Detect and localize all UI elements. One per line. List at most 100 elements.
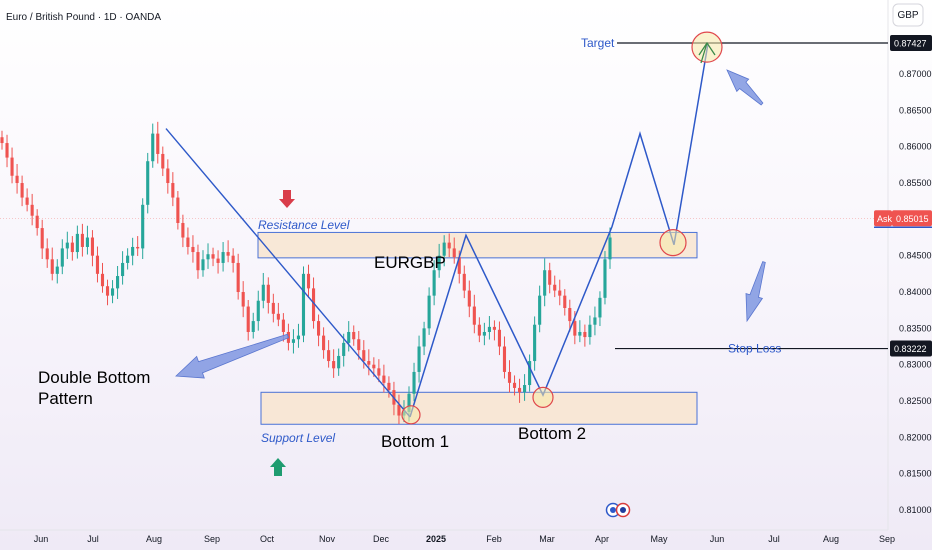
candle-body [95,255,100,274]
price-tick-label: 0.87000 [899,69,932,79]
candle-body [85,237,89,247]
candle-body [528,361,532,386]
time-tick-label: Dec [373,534,390,544]
time-tick-label: Jun [710,534,725,544]
price-tick-label: 0.83000 [899,360,932,370]
candle [55,259,59,284]
candle [528,354,532,392]
candle [141,198,145,260]
candle-body [382,375,386,383]
ask-label-bg [874,210,892,227]
time-tick-label: Jul [87,534,99,544]
candle-body [502,346,507,372]
candle [246,300,250,341]
price-tick-label: 0.84000 [899,287,932,297]
time-tick-label: Sep [879,534,895,544]
candle-body [311,288,316,322]
candle [85,225,89,255]
resistance-level-label: Resistance Level [258,218,350,232]
candle-body [462,273,466,291]
candle-body [80,233,84,247]
price-tick-label: 0.86000 [899,142,932,152]
candle-body [578,331,582,336]
candle-body [236,262,240,293]
candle [437,243,441,278]
time-tick-label: Sep [204,534,220,544]
candle [75,225,79,259]
candle-body [593,317,597,325]
candle-body [372,364,376,369]
time-tick-label: Oct [260,534,275,544]
candle-body [121,262,125,277]
candle-body [256,300,260,322]
candle-body [291,339,295,343]
candle-body [467,290,471,307]
candle [95,246,100,283]
candle [25,188,29,212]
candle [231,248,235,273]
price-tick-label: 0.81500 [899,469,932,479]
candle [196,244,200,279]
candle [598,291,602,327]
pattern-label-line-2: Pattern [38,389,93,408]
candle [543,258,547,307]
candle [548,262,552,294]
candle [181,214,185,248]
candle-body [357,339,361,351]
candle-body [347,331,351,343]
candle [266,277,270,314]
currency-button[interactable] [892,3,924,27]
resistance-down-arrow-icon [279,190,295,208]
candle-body [583,331,587,338]
candle-body [482,331,486,336]
candle [387,376,391,398]
retest-circle [659,229,687,257]
candle [5,134,9,168]
stop-loss-price-badge: 0.83222 [890,340,932,357]
candles-layer [0,121,612,425]
candle [206,243,210,269]
candle-body [166,168,170,184]
eu-flag-inner-icon [610,507,616,513]
candle [186,227,190,255]
downtrend-line [165,128,411,418]
economic-events-icons[interactable] [605,502,631,518]
target-price-badge-value: 0.87427 [894,39,927,49]
candle [105,279,110,306]
drawings-layer [165,31,766,476]
candle-body [543,270,547,296]
candle [271,293,275,323]
stop-loss-label: Stop Loss [728,342,781,356]
candle-body [45,248,49,260]
ask-label: Ask [877,214,893,224]
stop-loss-pointer-arrow-icon [745,261,766,323]
zone-resistance [257,231,698,259]
candle-body [512,382,517,388]
double-bottom-projection-path [409,43,709,418]
double-bottom-pointer-arrow-icon [175,333,290,379]
candle [487,315,491,340]
candle [211,247,215,267]
candle [447,233,451,257]
candle [45,238,49,268]
candle [216,250,220,274]
chart-title: Euro / British Pound · 1D · OANDA [6,12,161,23]
candle-body [472,306,476,325]
candle-body [65,242,69,249]
candle-body [131,246,135,256]
candle-body [266,284,270,303]
candle-body [377,368,381,376]
time-axis[interactable]: Jun Jul Aug Sep Oct Nov Dec 2025 Feb Mar Apr May Jun… [34,534,895,544]
candle-body [301,273,306,336]
candle-body [367,361,371,365]
candle-body [0,137,4,144]
candle [533,316,537,371]
candle [322,327,326,359]
candle-body [487,326,491,332]
candle-body [251,321,255,332]
price-axis[interactable]: 0.870000.865000.860000.855000.850000.845… [874,35,932,515]
candle [327,340,331,368]
candle [523,374,527,401]
time-tick-label: 2025 [426,534,446,544]
